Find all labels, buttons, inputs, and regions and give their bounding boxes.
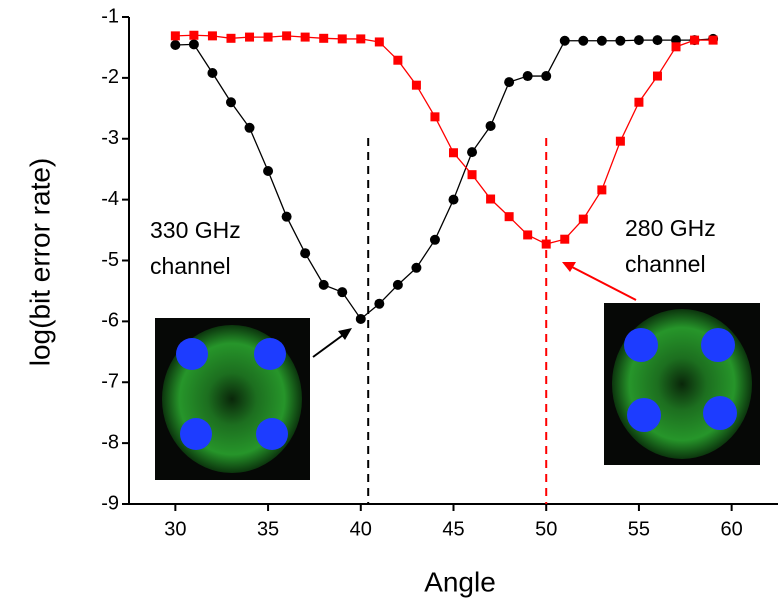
y-axis-label: log(bit error rate) bbox=[24, 158, 55, 367]
y-tick-label: -4 bbox=[101, 188, 119, 210]
marker bbox=[301, 33, 310, 42]
marker bbox=[263, 166, 273, 176]
marker bbox=[226, 34, 235, 43]
marker bbox=[449, 195, 459, 205]
marker bbox=[505, 212, 514, 221]
marker bbox=[652, 35, 662, 45]
marker bbox=[300, 248, 310, 258]
marker bbox=[245, 123, 255, 133]
annotation: channel bbox=[625, 251, 706, 277]
y-tick-label: -1 bbox=[101, 5, 119, 27]
x-tick-label: 40 bbox=[350, 518, 372, 540]
x-tick-label: 30 bbox=[164, 518, 186, 540]
marker bbox=[171, 31, 180, 40]
marker bbox=[264, 33, 273, 42]
marker bbox=[189, 31, 198, 40]
x-tick-label: 50 bbox=[535, 518, 557, 540]
marker bbox=[430, 235, 440, 245]
y-tick-label: -9 bbox=[101, 492, 119, 514]
y-tick-label: -6 bbox=[101, 310, 119, 332]
marker bbox=[560, 36, 570, 46]
marker bbox=[170, 40, 180, 50]
marker bbox=[411, 263, 421, 273]
marker bbox=[523, 230, 532, 239]
marker bbox=[374, 299, 384, 309]
y-tick-label: -7 bbox=[101, 371, 119, 393]
marker bbox=[709, 36, 718, 45]
marker bbox=[375, 37, 384, 46]
marker bbox=[449, 148, 458, 157]
marker bbox=[468, 170, 477, 179]
marker bbox=[245, 33, 254, 42]
inset-eye-330 bbox=[155, 318, 310, 480]
x-tick-label: 55 bbox=[628, 518, 650, 540]
marker bbox=[541, 71, 551, 81]
marker bbox=[578, 36, 588, 46]
marker bbox=[690, 36, 699, 45]
marker bbox=[356, 34, 365, 43]
marker bbox=[282, 212, 292, 222]
marker bbox=[430, 112, 439, 121]
marker bbox=[207, 68, 217, 78]
marker bbox=[597, 185, 606, 194]
marker bbox=[634, 98, 643, 107]
page: {"chart_data": {"type": "line", "x_label… bbox=[0, 0, 780, 606]
y-tick-label: -3 bbox=[101, 127, 119, 149]
marker bbox=[319, 280, 329, 290]
marker bbox=[634, 35, 644, 45]
annotation: 280 GHz bbox=[625, 215, 716, 241]
marker bbox=[616, 137, 625, 146]
marker bbox=[319, 34, 328, 43]
marker bbox=[504, 77, 514, 87]
marker bbox=[338, 34, 347, 43]
marker bbox=[597, 36, 607, 46]
marker bbox=[356, 314, 366, 324]
marker bbox=[653, 72, 662, 81]
marker bbox=[393, 280, 403, 290]
marker bbox=[393, 56, 402, 65]
inset-eye-280 bbox=[604, 303, 760, 465]
arrows bbox=[313, 262, 636, 357]
marker bbox=[189, 39, 199, 49]
y-tick-label: -8 bbox=[101, 431, 119, 453]
y-tick-label: -5 bbox=[101, 249, 119, 271]
marker bbox=[672, 42, 681, 51]
chart: Angle log(bit error rate) -1 -2 -3 -4 -5 -6 -7… bbox=[0, 0, 780, 606]
marker bbox=[226, 97, 236, 107]
marker bbox=[282, 31, 291, 40]
marker bbox=[579, 215, 588, 224]
marker bbox=[486, 195, 495, 204]
marker bbox=[412, 81, 421, 90]
marker bbox=[337, 287, 347, 297]
y-tick-label: -2 bbox=[101, 66, 119, 88]
marker bbox=[486, 121, 496, 131]
x-tick-label: 35 bbox=[257, 518, 279, 540]
marker bbox=[615, 36, 625, 46]
marker bbox=[523, 71, 533, 81]
annotation: 330 GHz bbox=[150, 217, 241, 243]
x-tick-label: 45 bbox=[442, 518, 464, 540]
x-axis-label: Angle bbox=[424, 566, 496, 597]
marker bbox=[560, 235, 569, 244]
marker bbox=[467, 147, 477, 157]
marker bbox=[208, 31, 217, 40]
marker bbox=[542, 240, 551, 249]
annotation: channel bbox=[150, 253, 231, 279]
x-tick-label: 60 bbox=[721, 518, 743, 540]
series-line bbox=[175, 35, 713, 244]
